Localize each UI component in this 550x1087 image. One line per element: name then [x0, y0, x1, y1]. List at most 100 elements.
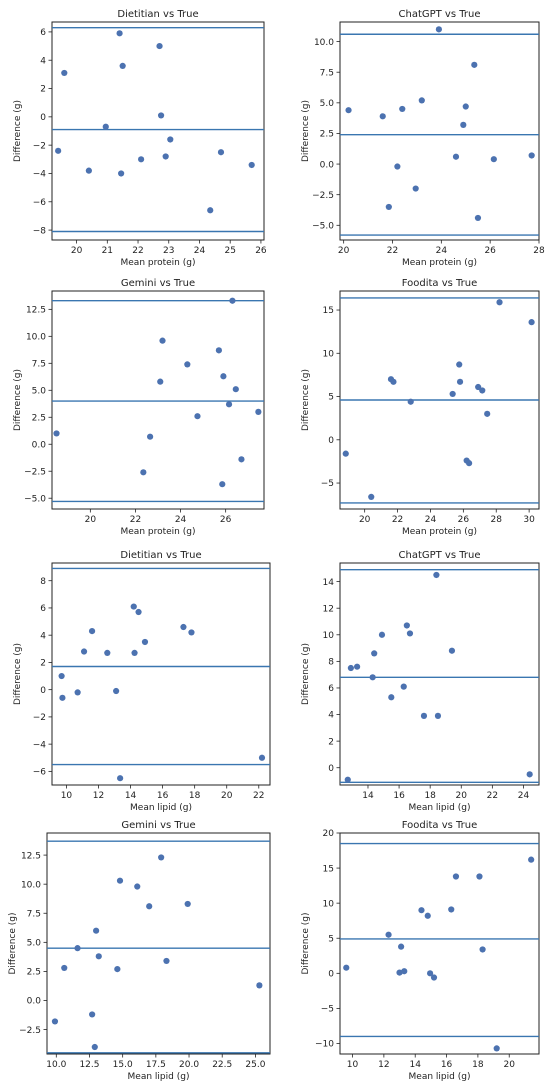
data-point [528, 152, 535, 159]
y-tick-label: 6 [328, 684, 334, 694]
data-point [496, 299, 503, 306]
x-tick-label: 21 [102, 246, 113, 256]
y-tick-label: −6 [33, 768, 47, 778]
y-tick-label: 2.5 [27, 968, 41, 978]
data-point [371, 650, 378, 657]
data-point [141, 638, 149, 646]
data-point [51, 1018, 59, 1025]
x-tick-label: 24 [425, 515, 437, 525]
y-tick-label: 4 [328, 711, 334, 721]
data-point [448, 906, 455, 913]
data-point [385, 931, 392, 938]
data-point [452, 873, 460, 880]
x-tick-label: 20 [221, 791, 233, 801]
data-point [424, 912, 431, 919]
y-tick-label: 0 [328, 764, 334, 774]
y-tick-label: 14 [323, 578, 335, 588]
chart-panel: Gemini vs True 20 22 24 26 −5.0 −2.5 0.0 2.5 5.0 7… [13, 278, 265, 537]
x-axis-label: Mean protein (g) [402, 258, 477, 268]
x-tick-label: 22 [253, 791, 264, 801]
data-point [117, 775, 124, 782]
data-point [89, 1011, 96, 1018]
data-point [157, 112, 165, 119]
data-point [452, 153, 460, 160]
y-axis-label: Difference (g) [13, 369, 23, 431]
data-point [430, 974, 438, 981]
x-tick-label: 20 [71, 246, 83, 256]
plot-frame [51, 562, 271, 786]
y-tick-label: 5.0 [27, 939, 42, 949]
data-point [156, 42, 163, 50]
x-tick-label: 25 [224, 246, 235, 256]
data-point [378, 631, 386, 638]
data-point [426, 970, 434, 977]
data-point [80, 648, 88, 655]
data-point [162, 153, 169, 160]
x-tick-label: 22.5 [212, 1060, 232, 1070]
y-tick-label: 6 [40, 28, 46, 38]
x-tick-label: 12 [93, 791, 104, 801]
data-point [433, 571, 440, 579]
y-tick-label: 2 [40, 659, 46, 669]
data-point [113, 687, 120, 695]
x-axis-label: Mean protein (g) [402, 527, 477, 537]
x-tick-label: 24 [194, 246, 206, 256]
plot-frame [51, 21, 265, 241]
data-point [184, 361, 191, 368]
y-tick-label: 0.0 [32, 440, 47, 450]
data-point [369, 674, 376, 681]
y-tick-label: 0 [328, 970, 334, 980]
data-point [159, 337, 166, 344]
x-tick-label: 22 [387, 246, 398, 256]
data-point [418, 907, 425, 914]
x-tick-label: 20 [338, 246, 350, 256]
x-tick-label: 30 [523, 515, 535, 525]
chart-title: Foodita vs True [402, 820, 478, 831]
x-tick-label: 26 [458, 515, 470, 525]
data-point [59, 694, 66, 701]
data-point [158, 854, 165, 861]
y-tick-label: −2 [33, 713, 46, 723]
y-tick-label: −4 [33, 170, 47, 180]
data-point [385, 203, 392, 211]
x-tick-label: 12.5 [79, 1060, 99, 1070]
chart-panel: ChatGPT vs True 20 22 24 26 28 −5.0 −2.5 0.0 2.5 5… [301, 9, 545, 268]
data-point [528, 856, 535, 863]
y-tick-label: 2.5 [320, 130, 334, 140]
y-axis-label: Difference (g) [13, 643, 23, 705]
data-point [475, 383, 482, 391]
x-tick-label: 18 [189, 791, 201, 801]
y-tick-label: 0 [40, 113, 46, 123]
data-point [400, 683, 407, 690]
chart-panel: Gemini vs True 10.0 12.5 15.0 17.5 20.0 22.5 25… [8, 820, 271, 1082]
x-axis-label: Mean lipid (g) [409, 803, 471, 813]
x-tick-label: 14 [362, 791, 374, 801]
data-point [91, 1043, 98, 1051]
x-tick-label: 20.0 [179, 1060, 199, 1070]
chart-title: Gemini vs True [121, 278, 195, 289]
data-point [220, 373, 227, 380]
data-point [412, 185, 419, 192]
y-tick-label: −5 [321, 479, 334, 489]
y-tick-label: 15 [323, 306, 334, 316]
data-point [219, 481, 226, 488]
x-tick-label: 28 [491, 515, 503, 525]
data-point [61, 69, 68, 77]
y-tick-label: 7.5 [27, 909, 41, 919]
data-point [167, 136, 174, 143]
data-point [435, 26, 442, 33]
data-point [135, 608, 142, 616]
x-tick-label: 22 [487, 791, 498, 801]
x-tick-label: 25.0 [245, 1060, 265, 1070]
x-tick-label: 22 [392, 515, 403, 525]
data-point [225, 401, 233, 408]
y-tick-label: 10.0 [21, 880, 41, 890]
data-point [256, 982, 263, 989]
data-point [342, 450, 349, 457]
data-point [74, 689, 81, 696]
data-point [418, 97, 425, 104]
y-tick-label: 4 [40, 631, 46, 641]
y-tick-label: 15 [323, 864, 334, 874]
data-point [102, 123, 109, 130]
